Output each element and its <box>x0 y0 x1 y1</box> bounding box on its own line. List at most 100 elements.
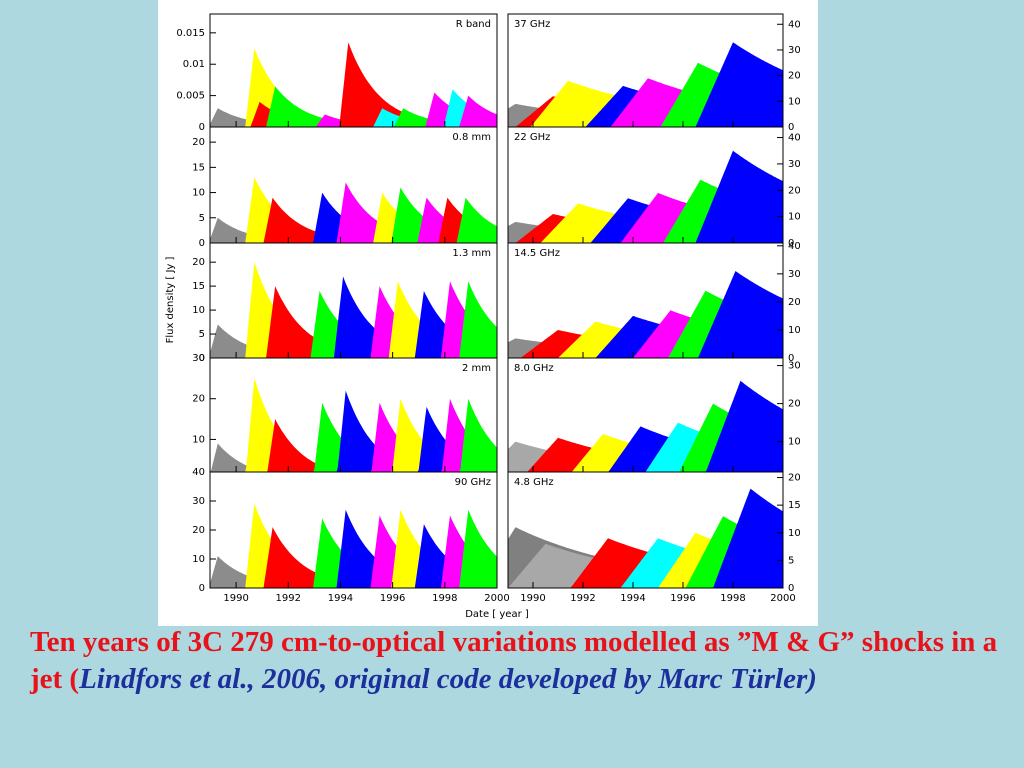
flare-component <box>391 187 497 243</box>
panel-label: R band <box>456 19 491 30</box>
y-tick-label: 15 <box>192 162 205 173</box>
flare-component <box>266 419 497 472</box>
y-tick-label: 40 <box>788 241 801 252</box>
y-tick-label: 10 <box>788 212 801 223</box>
x-tick-label: 1996 <box>380 593 405 604</box>
y-tick-label: 10 <box>192 188 205 199</box>
flare-component <box>459 95 497 127</box>
flare-component <box>388 281 497 358</box>
flare-component <box>266 86 497 127</box>
y-tick-label: 20 <box>192 525 205 536</box>
flare-component <box>459 509 497 588</box>
figure: Flux density [ Jy ] Date [ year ] R band… <box>158 0 818 626</box>
flare-component <box>695 42 783 127</box>
flare-component <box>425 92 497 127</box>
y-tick-label: 20 <box>192 394 205 405</box>
y-tick-label: 15 <box>192 281 205 292</box>
y-tick-label: 0.015 <box>176 28 205 39</box>
caption-citation: Lindfors et al., 2006, original code dev… <box>79 663 817 695</box>
x-axis-label: Date [ year ] <box>465 609 529 620</box>
y-tick-label: 30 <box>788 269 801 280</box>
y-tick-label: 40 <box>788 19 801 30</box>
flare-component <box>414 524 497 588</box>
flare-component <box>210 556 497 588</box>
y-tick-label: 0 <box>788 122 794 133</box>
flare-component <box>263 527 497 588</box>
x-tick-label: 1994 <box>620 593 645 604</box>
y-tick-label: 0.01 <box>183 59 205 70</box>
flare-component <box>703 380 783 472</box>
y-tick-label: 0 <box>788 353 794 364</box>
flare-component <box>414 290 497 358</box>
flare-component <box>263 197 497 243</box>
y-tick-label: 10 <box>192 554 205 565</box>
y-tick-label: 20 <box>788 185 801 196</box>
panel-label: 4.8 GHz <box>514 477 554 488</box>
flare-component <box>339 42 497 127</box>
caption: Ten years of 3C 279 cm-to-optical variat… <box>30 624 1005 698</box>
flare-component <box>417 406 497 472</box>
panel-label: 0.8 mm <box>452 132 491 143</box>
x-tick-label: 1992 <box>570 593 595 604</box>
y-tick-label: 10 <box>192 434 205 445</box>
panel-label: 8.0 GHz <box>514 363 554 374</box>
flare-component <box>713 488 783 588</box>
y-tick-label: 5 <box>199 213 205 224</box>
y-tick-label: 20 <box>788 399 801 410</box>
panel-label: 14.5 GHz <box>514 248 560 259</box>
y-tick-label: 5 <box>788 555 794 566</box>
x-tick-label: 1996 <box>670 593 695 604</box>
flare-component <box>417 197 497 243</box>
y-tick-label: 0 <box>199 353 205 364</box>
panel-label: 2 mm <box>462 363 491 374</box>
caption-text: Ten years of 3C 279 cm-to-optical variat… <box>30 626 998 695</box>
x-tick-label: 1998 <box>432 593 457 604</box>
x-tick-label: 1990 <box>223 593 248 604</box>
x-tick-label: 1994 <box>328 593 353 604</box>
x-tick-label: 2000 <box>484 593 509 604</box>
flare-component <box>393 108 497 127</box>
panel-label: 22 GHz <box>514 132 550 143</box>
flare-component <box>313 402 497 472</box>
flare-component <box>266 286 497 358</box>
y-tick-label: 0 <box>788 583 794 594</box>
flare-component <box>695 150 783 243</box>
y-tick-label: 10 <box>788 528 801 539</box>
y-tick-label: 0 <box>788 238 794 249</box>
y-tick-label: 20 <box>788 71 801 82</box>
y-tick-label: 30 <box>788 159 801 170</box>
flare-component <box>210 217 497 243</box>
y-tick-label: 0 <box>199 583 205 594</box>
y-tick-label: 0.005 <box>176 91 205 102</box>
y-tick-label: 0 <box>199 122 205 133</box>
flare-component <box>459 398 497 472</box>
x-tick-label: 1990 <box>520 593 545 604</box>
y-tick-label: 15 <box>788 500 801 511</box>
y-tick-label: 20 <box>788 473 801 484</box>
y-tick-label: 5 <box>199 329 205 340</box>
flare-component <box>391 398 497 472</box>
flare-component <box>456 197 497 243</box>
flare-component <box>459 281 497 358</box>
y-tick-label: 20 <box>192 137 205 148</box>
y-tick-label: 30 <box>788 361 801 372</box>
y-tick-label: 40 <box>788 133 801 144</box>
y-axis-label: Flux density [ Jy ] <box>165 256 176 343</box>
y-tick-label: 10 <box>788 325 801 336</box>
panel-frame <box>507 471 784 589</box>
x-tick-label: 2000 <box>770 593 795 604</box>
y-tick-label: 30 <box>788 45 801 56</box>
panel-label: 90 GHz <box>455 477 491 488</box>
panel-label: 37 GHz <box>514 19 550 30</box>
y-tick-label: 30 <box>192 353 205 364</box>
y-tick-label: 10 <box>192 305 205 316</box>
y-tick-label: 20 <box>788 297 801 308</box>
x-tick-label: 1992 <box>276 593 301 604</box>
y-tick-label: 0 <box>199 238 205 249</box>
flare-component <box>210 324 497 358</box>
y-tick-label: 10 <box>788 96 801 107</box>
flare-component <box>210 108 497 127</box>
panel-label: 1.3 mm <box>452 248 491 259</box>
y-tick-label: 20 <box>192 257 205 268</box>
